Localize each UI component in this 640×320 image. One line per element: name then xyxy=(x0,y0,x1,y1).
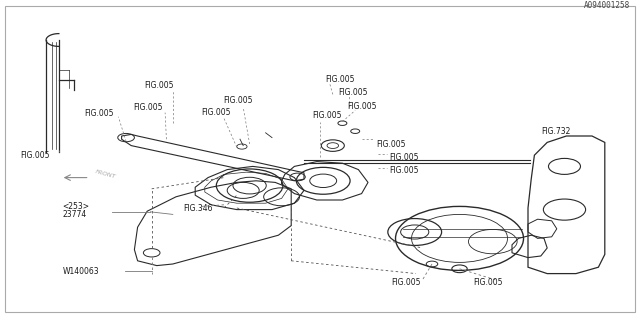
Text: FIG.005: FIG.005 xyxy=(338,88,367,97)
Text: FIG.005: FIG.005 xyxy=(202,108,231,117)
Text: FIG.732: FIG.732 xyxy=(541,127,570,136)
Text: FIG.005: FIG.005 xyxy=(473,278,502,287)
Text: FIG.346: FIG.346 xyxy=(184,204,213,213)
Text: <253>: <253> xyxy=(63,202,90,211)
Text: FIG.005: FIG.005 xyxy=(84,109,114,118)
Text: FRONT: FRONT xyxy=(95,170,116,180)
Text: FIG.005: FIG.005 xyxy=(389,153,419,162)
Text: FIG.005: FIG.005 xyxy=(223,96,253,105)
Text: FIG.005: FIG.005 xyxy=(144,81,173,90)
Text: FIG.005: FIG.005 xyxy=(347,102,376,111)
Text: FIG.005: FIG.005 xyxy=(392,278,421,287)
Text: W140063: W140063 xyxy=(63,267,99,276)
Text: FIG.005: FIG.005 xyxy=(389,166,419,175)
Text: 23774: 23774 xyxy=(63,210,87,219)
Text: FIG.005: FIG.005 xyxy=(134,103,163,112)
Text: FIG.005: FIG.005 xyxy=(312,111,342,120)
Text: A094001258: A094001258 xyxy=(584,1,630,10)
Text: FIG.005: FIG.005 xyxy=(376,140,406,149)
Text: FIG.005: FIG.005 xyxy=(325,75,355,84)
Text: FIG.005: FIG.005 xyxy=(20,151,50,160)
